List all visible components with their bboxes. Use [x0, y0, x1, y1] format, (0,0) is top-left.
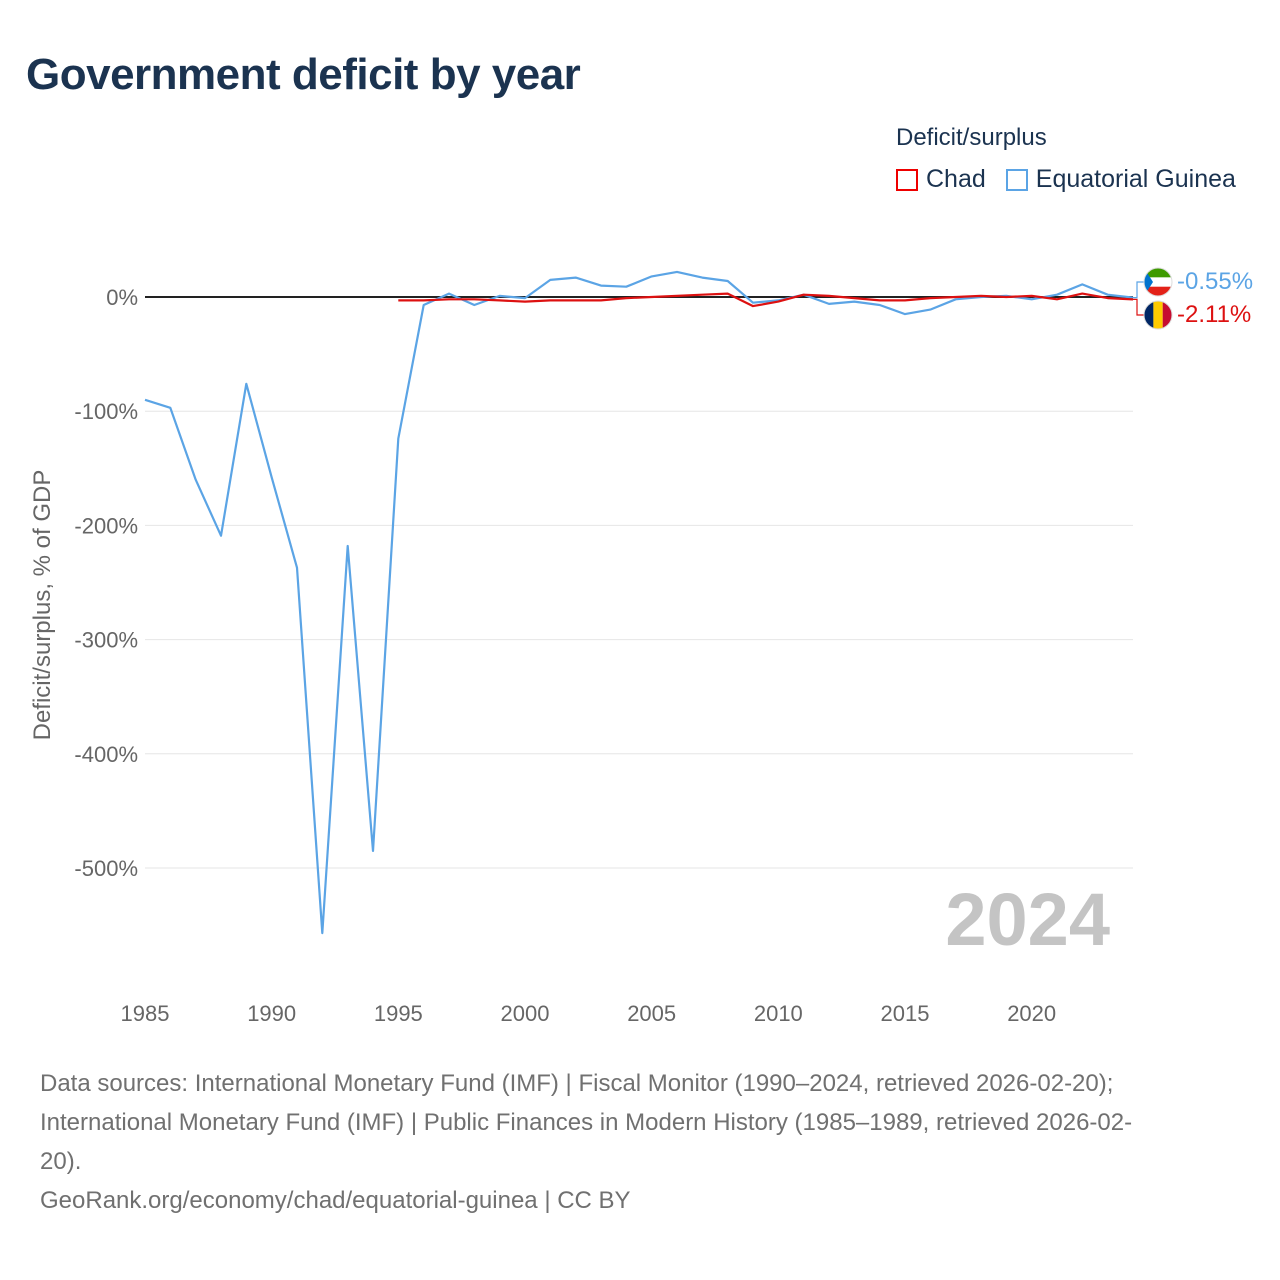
end-label-chad: -2.11%	[1177, 301, 1251, 328]
x-tick-label: 1995	[374, 1001, 423, 1026]
source-line: International Monetary Fund (IMF) | Publ…	[40, 1109, 1133, 1136]
source-line: 20).	[40, 1148, 82, 1175]
y-tick-label: -500%	[74, 856, 138, 881]
x-tick-label: 2005	[627, 1001, 676, 1026]
y-tick-label: -200%	[74, 513, 138, 538]
x-tick-label: 2010	[754, 1001, 803, 1026]
year-watermark: 2024	[945, 878, 1110, 961]
equatorial-guinea-flag-icon	[1143, 267, 1173, 297]
series-line-equatorial-guinea[interactable]	[144, 270, 1134, 935]
legend-label-chad: Chad	[926, 165, 986, 193]
chart-plot: 0% -100% -200% -300% -400% -500% 1985 1990 1995…	[29, 267, 1253, 1026]
source-line: Data sources: International Monetary Fun…	[40, 1070, 1114, 1097]
legend-item-chad[interactable]: Chad	[896, 165, 986, 194]
legend-item-equatorial-guinea[interactable]: Equatorial Guinea	[1005, 165, 1236, 194]
legend-title: Deficit/surplus	[896, 124, 1047, 151]
y-tick-label: 0%	[106, 285, 138, 310]
x-tick-label: 1990	[247, 1001, 296, 1026]
y-tick-label: -400%	[74, 742, 138, 767]
legend: Chad Equatorial Guinea	[896, 165, 1256, 194]
attribution-link[interactable]: GeoRank.org/economy/chad/equatorial-guin…	[40, 1187, 631, 1214]
end-label-equatorial-guinea: -0.55%	[1177, 268, 1253, 295]
end-connector-equatorial-guinea	[1133, 281, 1144, 299]
x-tick-label: 2015	[881, 1001, 930, 1026]
legend-swatch-chad	[896, 168, 918, 191]
x-tick-label: 1985	[121, 1001, 170, 1026]
legend-swatch-equatorial-guinea	[1005, 168, 1028, 191]
y-axis-title: Deficit/surplus, % of GDP	[29, 470, 56, 741]
x-tick-label: 2020	[1007, 1001, 1056, 1026]
y-tick-label: -300%	[74, 628, 138, 653]
x-tick-label: 2000	[501, 1001, 550, 1026]
legend-label-equatorial-guinea: Equatorial Guinea	[1035, 165, 1236, 193]
series-line-chad[interactable]	[398, 292, 1134, 308]
sources-footer: Data sources: International Monetary Fun…	[40, 1064, 1240, 1220]
y-tick-label: -100%	[74, 399, 138, 424]
end-connector-chad	[1133, 298, 1144, 316]
chad-flag-icon	[1143, 300, 1173, 330]
chart-title: Government deficit by year	[26, 50, 581, 99]
